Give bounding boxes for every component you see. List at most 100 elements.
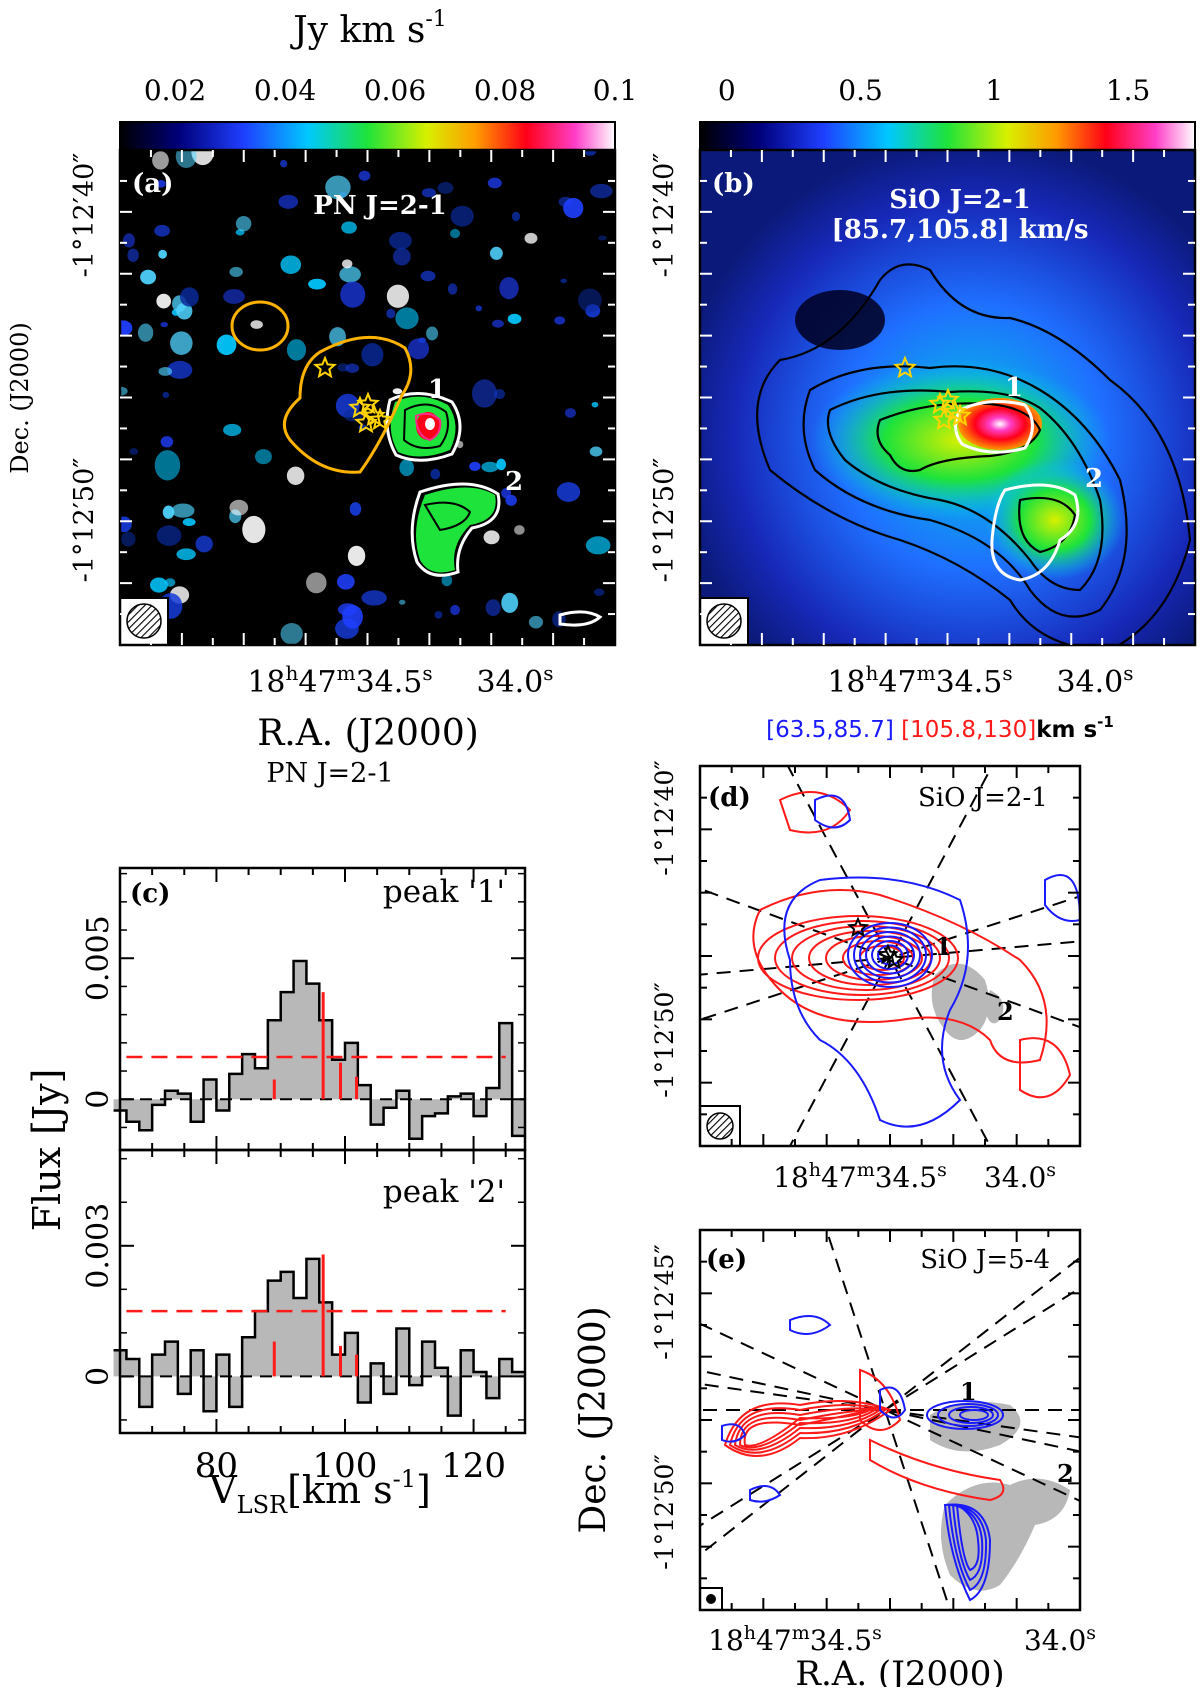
map-e-axis-0 xyxy=(700,1286,1080,1527)
noise-blob-118 xyxy=(598,235,607,241)
noise-blob-47 xyxy=(170,331,193,355)
spectra-xlabel: VLSR[km s-1] xyxy=(208,1465,431,1519)
map-e-blue-peak1-0 xyxy=(926,1400,1004,1430)
noise-blob-40 xyxy=(171,503,195,518)
map-e-blue-peak1-3 xyxy=(959,1409,989,1421)
noise-blob-14 xyxy=(216,334,237,356)
map-e-red-center xyxy=(859,1368,902,1431)
map-a-star-4 xyxy=(368,407,392,431)
noise-blob-56 xyxy=(191,150,215,166)
noise-blob-57 xyxy=(399,599,406,605)
spectrum-2-label: peak '2' xyxy=(383,1174,505,1210)
spectrum-2-ytick-label-1: 0.003 xyxy=(81,1203,116,1289)
map-a-emission-peak2 xyxy=(416,487,496,573)
noise-blob-130 xyxy=(434,611,443,619)
colorbar-a-label: Jy km s-1 xyxy=(289,7,447,51)
noise-blob-86 xyxy=(386,284,410,308)
noise-blob-139 xyxy=(496,458,507,471)
map-a-orange-beam xyxy=(230,300,290,352)
map-d-axis-4 xyxy=(700,940,1080,976)
noise-blob-95 xyxy=(286,466,305,485)
map-d-title: SiO J=2-1 xyxy=(918,783,1048,813)
map-d-beam xyxy=(706,1112,734,1140)
colorbar-a-tick-0: 0.02 xyxy=(144,74,206,107)
panel-d: [63.5,85.7] [105.8,130]km s-1 1 2 SiO J=… xyxy=(650,713,1114,1194)
noise-blob-73 xyxy=(158,367,173,376)
noise-blob-46 xyxy=(589,446,603,457)
map-e-blue-south-1 xyxy=(947,1503,988,1592)
map-e-xtick-1: 18h47m34.5s xyxy=(708,1622,882,1657)
map-d-panel-label: (d) xyxy=(708,783,751,813)
noise-blob-82 xyxy=(593,588,605,596)
map-a-contour-black xyxy=(402,403,472,532)
map-d-ytick-2: -1°12′50″ xyxy=(650,982,679,1098)
noise-blob-122 xyxy=(229,266,243,278)
map-d-blue-outer xyxy=(783,876,969,1128)
map-e-blue-knot-2 xyxy=(721,1423,747,1443)
noise-blob-25 xyxy=(156,180,166,188)
map-b-ytick-2: -1°12′50″ xyxy=(649,458,680,583)
spectra-ylabel: Flux [Jy] xyxy=(25,1069,69,1232)
noise-blob-135 xyxy=(182,518,196,527)
noise-blob-68 xyxy=(475,305,483,312)
noise-blob-113 xyxy=(450,205,474,227)
noise-blob-3 xyxy=(392,388,403,395)
map-e-ytick-2: -1°12′50″ xyxy=(650,1454,679,1570)
map-a-ylabel: Dec. (J2000) xyxy=(6,322,34,474)
noise-blob-85 xyxy=(489,246,503,260)
map-d-blue-knot-2 xyxy=(814,794,852,829)
noise-blob-44 xyxy=(250,320,263,329)
noise-blob-24 xyxy=(469,461,481,472)
map-b-star-1 xyxy=(928,391,952,415)
noise-blob-123 xyxy=(127,248,139,262)
map-e-xlabel: R.A. (J2000) xyxy=(795,1654,1004,1687)
noise-blob-64 xyxy=(339,266,361,283)
noise-blob-6 xyxy=(386,308,396,319)
map-b-title: SiO J=2-1 xyxy=(889,185,1030,215)
map-b-star-4 xyxy=(948,403,972,427)
map-e-blue-peak1-2 xyxy=(948,1406,994,1424)
noise-blob-5 xyxy=(447,283,458,295)
noise-blob-75 xyxy=(229,499,249,516)
noise-blob-12 xyxy=(242,515,266,544)
noise-blob-90 xyxy=(278,194,299,209)
noise-blob-88 xyxy=(345,363,360,373)
map-b-dark-hole xyxy=(795,290,885,350)
map-b-contour-3 xyxy=(826,389,1104,592)
map-b-contour-white-1 xyxy=(954,400,1034,454)
map-d-blue-contour-0 xyxy=(847,922,933,988)
map-a-noise xyxy=(120,150,613,645)
map-b-xtick-2: 34.0s xyxy=(1056,661,1133,700)
map-b-star-0 xyxy=(893,355,917,379)
noise-blob-8 xyxy=(407,338,430,360)
noise-blob-55 xyxy=(156,293,172,309)
colorbar-b xyxy=(699,121,1196,151)
noise-blob-129 xyxy=(235,215,252,232)
noise-blob-119 xyxy=(340,281,366,308)
map-d-red-contour-1 xyxy=(774,920,950,996)
noise-blob-124 xyxy=(349,502,362,516)
map-d-peak-label-2: 2 xyxy=(997,997,1014,1026)
map-a-contour-red xyxy=(414,412,442,442)
map-e-blue-center xyxy=(879,1386,907,1419)
noise-blob-128 xyxy=(361,590,387,606)
spectrum-1-step xyxy=(113,959,525,1140)
map-d-outflow-axes xyxy=(700,766,1080,1146)
spectra-title: PN J=2-1 xyxy=(266,758,393,789)
noise-blob-70 xyxy=(585,536,611,555)
spectrum-1-label: peak '1' xyxy=(383,874,505,910)
noise-blob-33 xyxy=(450,228,461,239)
map-e-peak-label-2: 2 xyxy=(1057,1459,1074,1488)
map-d-legend: [63.5,85.7] [105.8,130]km s-1 xyxy=(766,713,1114,743)
map-e-red-lobe-4 xyxy=(743,1409,871,1447)
noise-blob-111 xyxy=(395,307,419,330)
spectrum-peak-2: 0 0.003 80 100 120 xyxy=(81,1148,527,1486)
colorbar-a-tick-4: 0.1 xyxy=(593,74,638,107)
map-b-star-5 xyxy=(932,407,956,431)
noise-blob-98 xyxy=(499,277,519,300)
map-e-ytick-1: -1°12′45″ xyxy=(650,1244,679,1360)
noise-blob-106 xyxy=(590,183,613,199)
noise-blob-103 xyxy=(492,319,504,328)
